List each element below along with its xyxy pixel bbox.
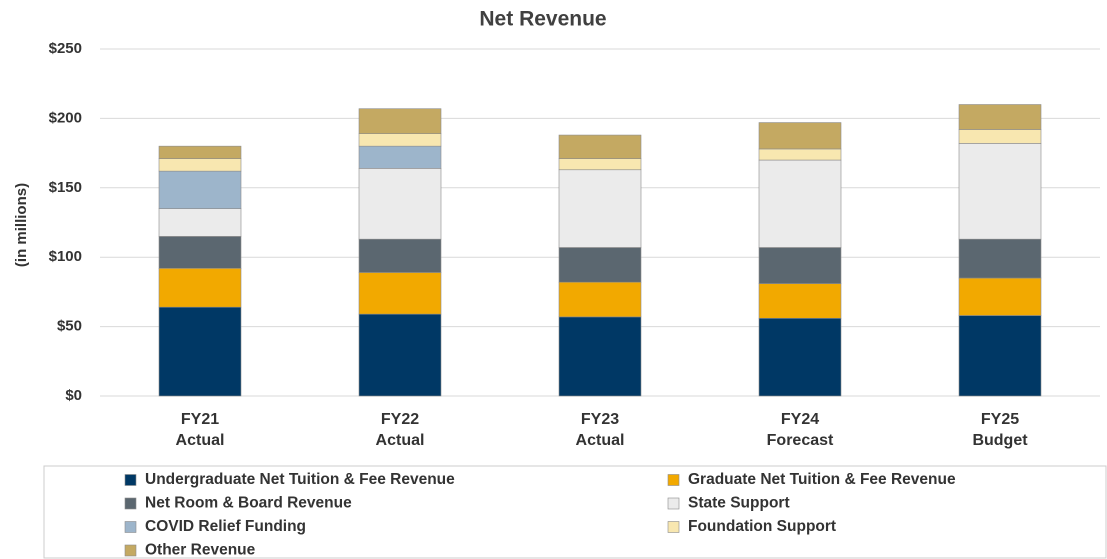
- legend-label: Net Room & Board Revenue: [145, 495, 352, 512]
- legend-marker: [124, 544, 137, 557]
- x-tick-label: FY22 Actual: [375, 411, 425, 449]
- bar-segment: [958, 315, 1042, 397]
- bar-segment: [558, 316, 642, 397]
- y-axis-label: (in millions): [13, 183, 30, 267]
- legend-label: Other Revenue: [145, 542, 256, 559]
- bar-segment: [158, 208, 242, 237]
- y-tick-label: $200: [49, 109, 82, 126]
- legend-marker: [124, 521, 137, 533]
- bar-segment: [558, 158, 642, 171]
- x-tick-label: FY25 Budget: [972, 411, 1028, 449]
- legend-label: Graduate Net Tuition & Fee Revenue: [688, 471, 956, 488]
- bar-segment: [958, 143, 1042, 240]
- legend-label: Undergraduate Net Tuition & Fee Revenue: [145, 471, 455, 488]
- bar-segment: [358, 108, 442, 134]
- y-tick-label: $150: [49, 179, 82, 196]
- bar-segment: [358, 168, 442, 240]
- bar-segment: [358, 145, 442, 169]
- bar-segment: [758, 148, 842, 161]
- bar-segment: [958, 104, 1042, 130]
- bar-segment: [958, 277, 1042, 316]
- legend-label: COVID Relief Funding: [145, 518, 306, 535]
- bar-segment: [958, 129, 1042, 144]
- bar-segment: [758, 317, 842, 397]
- bar-segment: [558, 281, 642, 318]
- x-tick-label: FY21 Actual: [175, 411, 225, 449]
- bar-segment: [958, 238, 1042, 279]
- bar-segment: [158, 268, 242, 308]
- bar-segment: [558, 247, 642, 283]
- legend-marker: [667, 474, 680, 486]
- bar-segment: [358, 272, 442, 315]
- legend-label: State Support: [688, 495, 790, 512]
- bar-segment: [758, 247, 842, 284]
- bar-segment: [158, 236, 242, 269]
- y-tick-label: $100: [49, 248, 82, 265]
- chart-title: Net Revenue: [479, 8, 606, 31]
- legend-label: Foundation Support: [688, 518, 836, 535]
- bar-segment: [558, 169, 642, 248]
- bar-segment: [758, 122, 842, 150]
- legend-marker: [124, 497, 137, 510]
- y-tick-label: $0: [65, 387, 82, 404]
- legend-box: [43, 465, 1107, 559]
- y-tick-label: $250: [49, 40, 82, 57]
- bar-segment: [158, 145, 242, 159]
- y-tick-label: $50: [57, 318, 82, 335]
- bar-segment: [358, 133, 442, 147]
- bar-segment: [158, 306, 242, 397]
- legend-marker: [124, 474, 137, 486]
- legend-marker: [667, 497, 680, 510]
- bar-segment: [758, 283, 842, 319]
- bar-segment: [358, 238, 442, 273]
- bar-segment: [158, 170, 242, 209]
- bar-segment: [158, 158, 242, 172]
- bar-segment: [558, 134, 642, 159]
- bar-segment: [758, 159, 842, 248]
- legend-marker: [667, 521, 680, 533]
- x-tick-label: FY23 Actual: [575, 411, 625, 449]
- x-tick-label: FY24 Forecast: [766, 411, 834, 449]
- bar-segment: [358, 313, 442, 397]
